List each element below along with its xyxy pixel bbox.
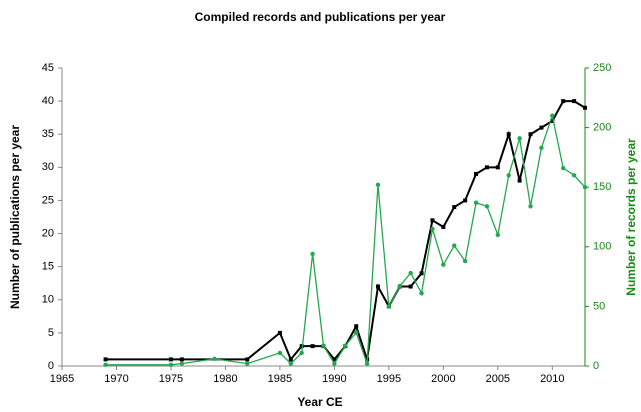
point bbox=[179, 357, 184, 362]
point bbox=[419, 271, 424, 276]
point bbox=[441, 224, 446, 229]
point bbox=[572, 99, 577, 104]
point bbox=[397, 283, 402, 289]
chart-title: Compiled records and publications per ye… bbox=[195, 10, 446, 24]
point bbox=[441, 262, 446, 267]
point bbox=[277, 350, 283, 356]
point bbox=[299, 344, 304, 349]
y2-tick-label: 100 bbox=[593, 241, 611, 253]
y-tick-label: 25 bbox=[42, 194, 54, 206]
point bbox=[463, 198, 468, 203]
x-tick-label: 2005 bbox=[486, 373, 510, 385]
point bbox=[332, 357, 337, 362]
x-tick-label: 1990 bbox=[322, 373, 346, 385]
point bbox=[582, 185, 588, 190]
x-tick-label: 1975 bbox=[159, 373, 183, 385]
x-tick-label: 1980 bbox=[213, 373, 237, 385]
point bbox=[310, 344, 315, 349]
point bbox=[550, 113, 555, 118]
y-axis-label: Number of publications per year bbox=[8, 125, 22, 309]
point bbox=[375, 182, 381, 188]
point bbox=[452, 205, 457, 210]
series-line bbox=[105, 100, 586, 362]
point bbox=[430, 226, 435, 232]
x-tick-label: 1995 bbox=[377, 373, 401, 385]
point bbox=[517, 136, 522, 141]
y2-tick-label: 0 bbox=[593, 360, 599, 372]
y2-tick-label: 200 bbox=[593, 122, 611, 134]
point bbox=[561, 165, 566, 171]
point bbox=[375, 284, 380, 289]
point bbox=[332, 361, 337, 366]
y2-tick-label: 50 bbox=[593, 300, 605, 312]
y2-tick-label: 250 bbox=[593, 62, 611, 74]
point bbox=[288, 361, 294, 366]
y-tick-label: 40 bbox=[42, 95, 54, 107]
x-tick-label: 1965 bbox=[50, 373, 74, 385]
point bbox=[430, 218, 435, 223]
point bbox=[473, 200, 479, 205]
point bbox=[550, 118, 555, 123]
point bbox=[495, 232, 501, 238]
point bbox=[539, 145, 544, 151]
point bbox=[408, 284, 413, 289]
y-tick-label: 45 bbox=[42, 62, 54, 74]
point bbox=[168, 357, 173, 362]
y-tick-label: 15 bbox=[42, 261, 54, 273]
y-tick-label: 5 bbox=[48, 327, 54, 339]
y-tick-label: 10 bbox=[42, 294, 54, 306]
y2-tick-label: 150 bbox=[593, 181, 611, 193]
point bbox=[245, 357, 250, 362]
point bbox=[474, 171, 479, 176]
point bbox=[528, 204, 533, 209]
point bbox=[484, 165, 489, 170]
point bbox=[419, 291, 424, 296]
point bbox=[528, 132, 533, 137]
y-tick-label: 0 bbox=[48, 360, 54, 372]
point bbox=[212, 356, 217, 362]
point bbox=[299, 350, 304, 356]
point bbox=[386, 304, 392, 309]
x-tick-label: 1970 bbox=[104, 373, 128, 385]
point bbox=[288, 357, 293, 362]
point bbox=[484, 204, 490, 209]
point bbox=[583, 105, 587, 110]
y-tick-label: 20 bbox=[42, 227, 54, 239]
point bbox=[561, 99, 566, 104]
point bbox=[506, 173, 511, 178]
point bbox=[364, 361, 370, 366]
point bbox=[408, 270, 413, 276]
x-tick-label: 1985 bbox=[268, 373, 292, 385]
point bbox=[539, 125, 544, 130]
point bbox=[179, 361, 185, 366]
point bbox=[103, 362, 108, 368]
point bbox=[517, 178, 522, 183]
point bbox=[321, 343, 326, 348]
point bbox=[343, 343, 348, 348]
point bbox=[462, 258, 468, 264]
series-line bbox=[105, 113, 586, 366]
x-axis-label: Year CE bbox=[297, 395, 342, 409]
point bbox=[452, 243, 457, 248]
x-tick-label: 2000 bbox=[431, 373, 455, 385]
point bbox=[571, 173, 577, 178]
point bbox=[310, 251, 315, 257]
y2-axis-label: Number of records per year bbox=[624, 138, 638, 296]
point bbox=[506, 132, 511, 137]
point bbox=[103, 357, 108, 362]
x-tick-label: 2010 bbox=[540, 373, 564, 385]
point bbox=[495, 165, 500, 170]
point bbox=[277, 330, 282, 335]
point bbox=[353, 330, 359, 335]
point bbox=[168, 362, 174, 368]
point bbox=[354, 324, 359, 329]
y-tick-label: 30 bbox=[42, 161, 54, 173]
point bbox=[245, 361, 250, 366]
y-tick-label: 35 bbox=[42, 128, 54, 140]
